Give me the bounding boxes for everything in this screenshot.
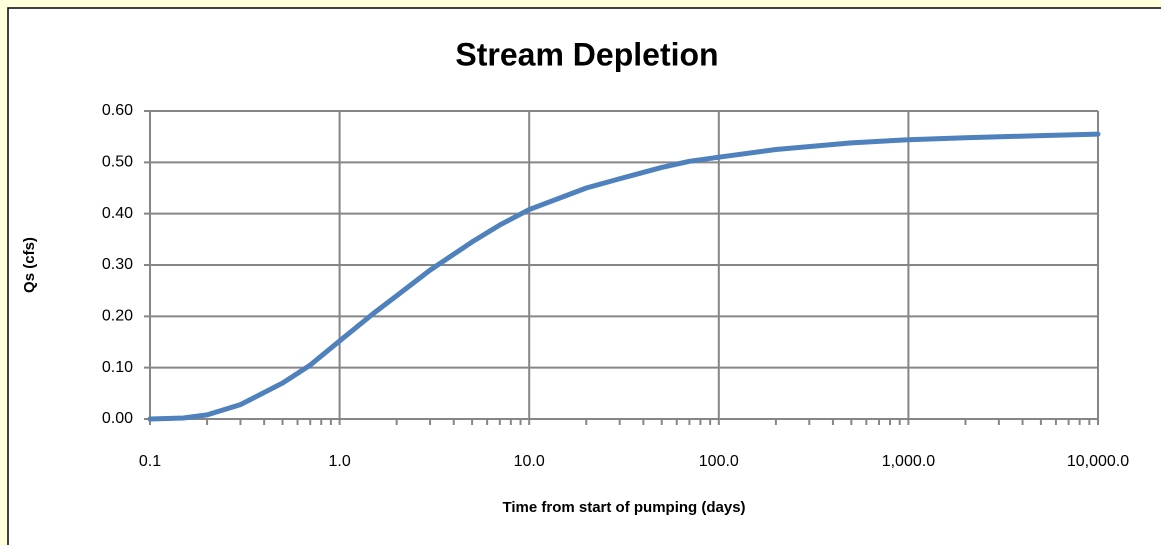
x-tick-label: 1,000.0 [882,453,935,470]
chart-frame [7,7,1161,545]
y-tick-label: 0.30 [102,256,133,273]
x-tick-label: 0.1 [139,453,161,470]
x-tick-label: 1.0 [328,453,350,470]
y-tick-label: 0.60 [102,102,133,119]
y-tick-label: 0.50 [102,154,133,171]
x-tick-label: 100.0 [699,453,739,470]
y-tick-label: 0.20 [102,308,133,325]
y-axis-label: Qs (cfs) [21,237,38,293]
y-tick-label: 0.00 [102,410,133,427]
x-tick-label: 10.0 [514,453,545,470]
x-axis-label: Time from start of pumping (days) [502,499,745,516]
data-line [147,131,1101,422]
x-tick-label: 10,000.0 [1067,453,1129,470]
chart-title: Stream Depletion [455,36,718,72]
y-tick-label: 0.10 [102,359,133,376]
y-tick-label: 0.40 [102,205,133,222]
